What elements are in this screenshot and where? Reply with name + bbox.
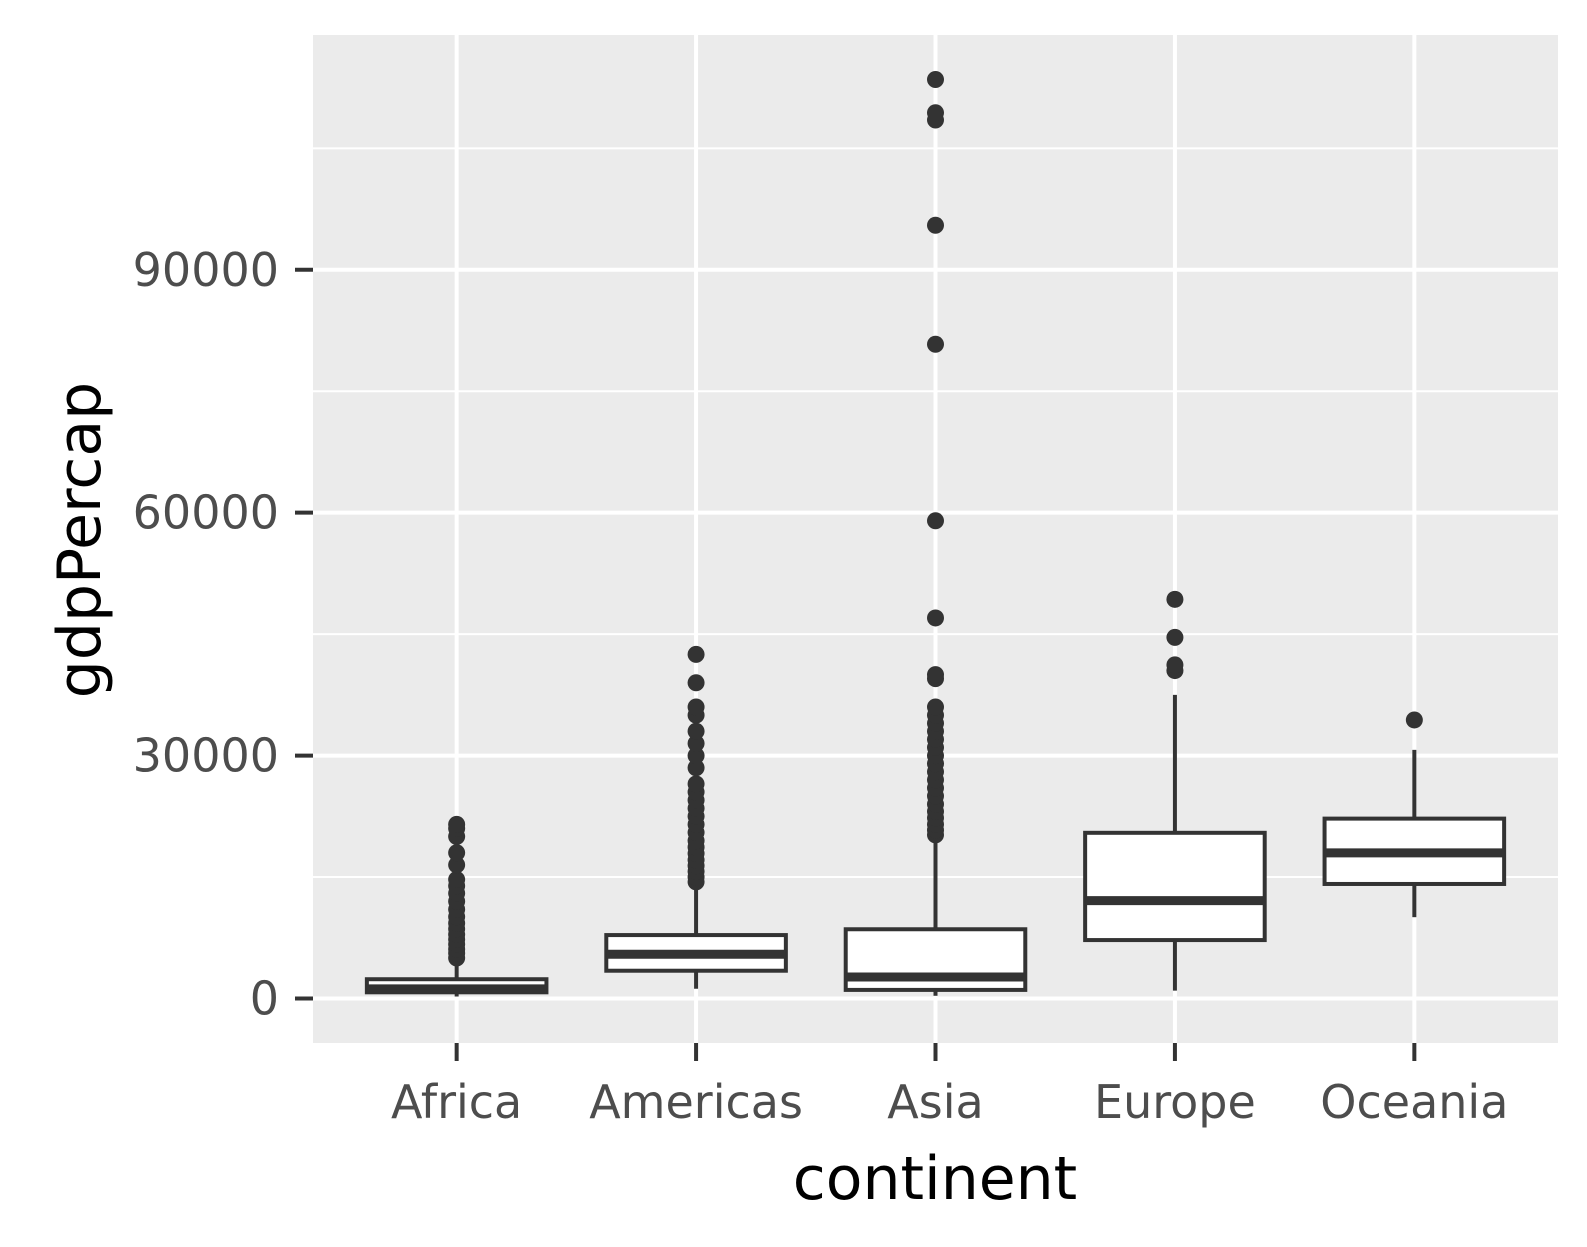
- outlier-point: [927, 609, 944, 627]
- outlier-point: [448, 815, 466, 833]
- boxes: [364, 71, 1507, 997]
- outlier-point: [927, 71, 944, 89]
- x-tick-label: Europe: [1094, 1075, 1256, 1129]
- outlier-point: [927, 335, 944, 353]
- outlier-point: [687, 698, 705, 716]
- outlier-point: [1405, 711, 1423, 729]
- outlier-point: [448, 856, 466, 874]
- outlier-point: [1166, 590, 1184, 608]
- box-africa: [364, 815, 549, 997]
- box-americas: [604, 645, 788, 989]
- outlier-point: [1166, 628, 1184, 646]
- x-tick-label: Oceania: [1320, 1075, 1508, 1129]
- y-tick-label: 60000: [133, 486, 279, 540]
- outlier-point: [687, 775, 705, 793]
- outlier-point: [448, 870, 466, 888]
- x-axis-title: continent: [793, 1144, 1077, 1214]
- x-tick-label: Americas: [589, 1075, 803, 1129]
- outlier-point: [448, 844, 466, 862]
- y-axis-title: gdpPercap: [45, 382, 115, 698]
- y-tick-label: 90000: [133, 243, 279, 297]
- outlier-point: [927, 698, 944, 716]
- box-iqr: [1083, 830, 1267, 943]
- outlier-point: [927, 216, 944, 234]
- box-oceania: [1322, 711, 1507, 918]
- outlier-point: [687, 722, 705, 740]
- outlier-point: [687, 759, 705, 777]
- outlier-point: [927, 666, 944, 684]
- box-europe: [1083, 590, 1267, 991]
- x-tick-label: Asia: [887, 1075, 983, 1129]
- y-tick-label: 30000: [133, 729, 279, 783]
- outlier-point: [927, 104, 944, 122]
- outlier-point: [927, 512, 944, 530]
- x-axis: Africa Americas Asia Europe Oceania: [391, 1043, 1508, 1129]
- box-asia: [843, 71, 1028, 996]
- outlier-point: [687, 674, 705, 692]
- x-tick-label: Africa: [391, 1075, 522, 1129]
- y-tick-label: 0: [250, 971, 279, 1025]
- outlier-point: [1166, 656, 1184, 674]
- y-axis: 0 30000 60000 90000: [133, 243, 313, 1025]
- outlier-point: [687, 645, 705, 663]
- outlier-point: [687, 734, 705, 752]
- outlier-point: [687, 747, 705, 765]
